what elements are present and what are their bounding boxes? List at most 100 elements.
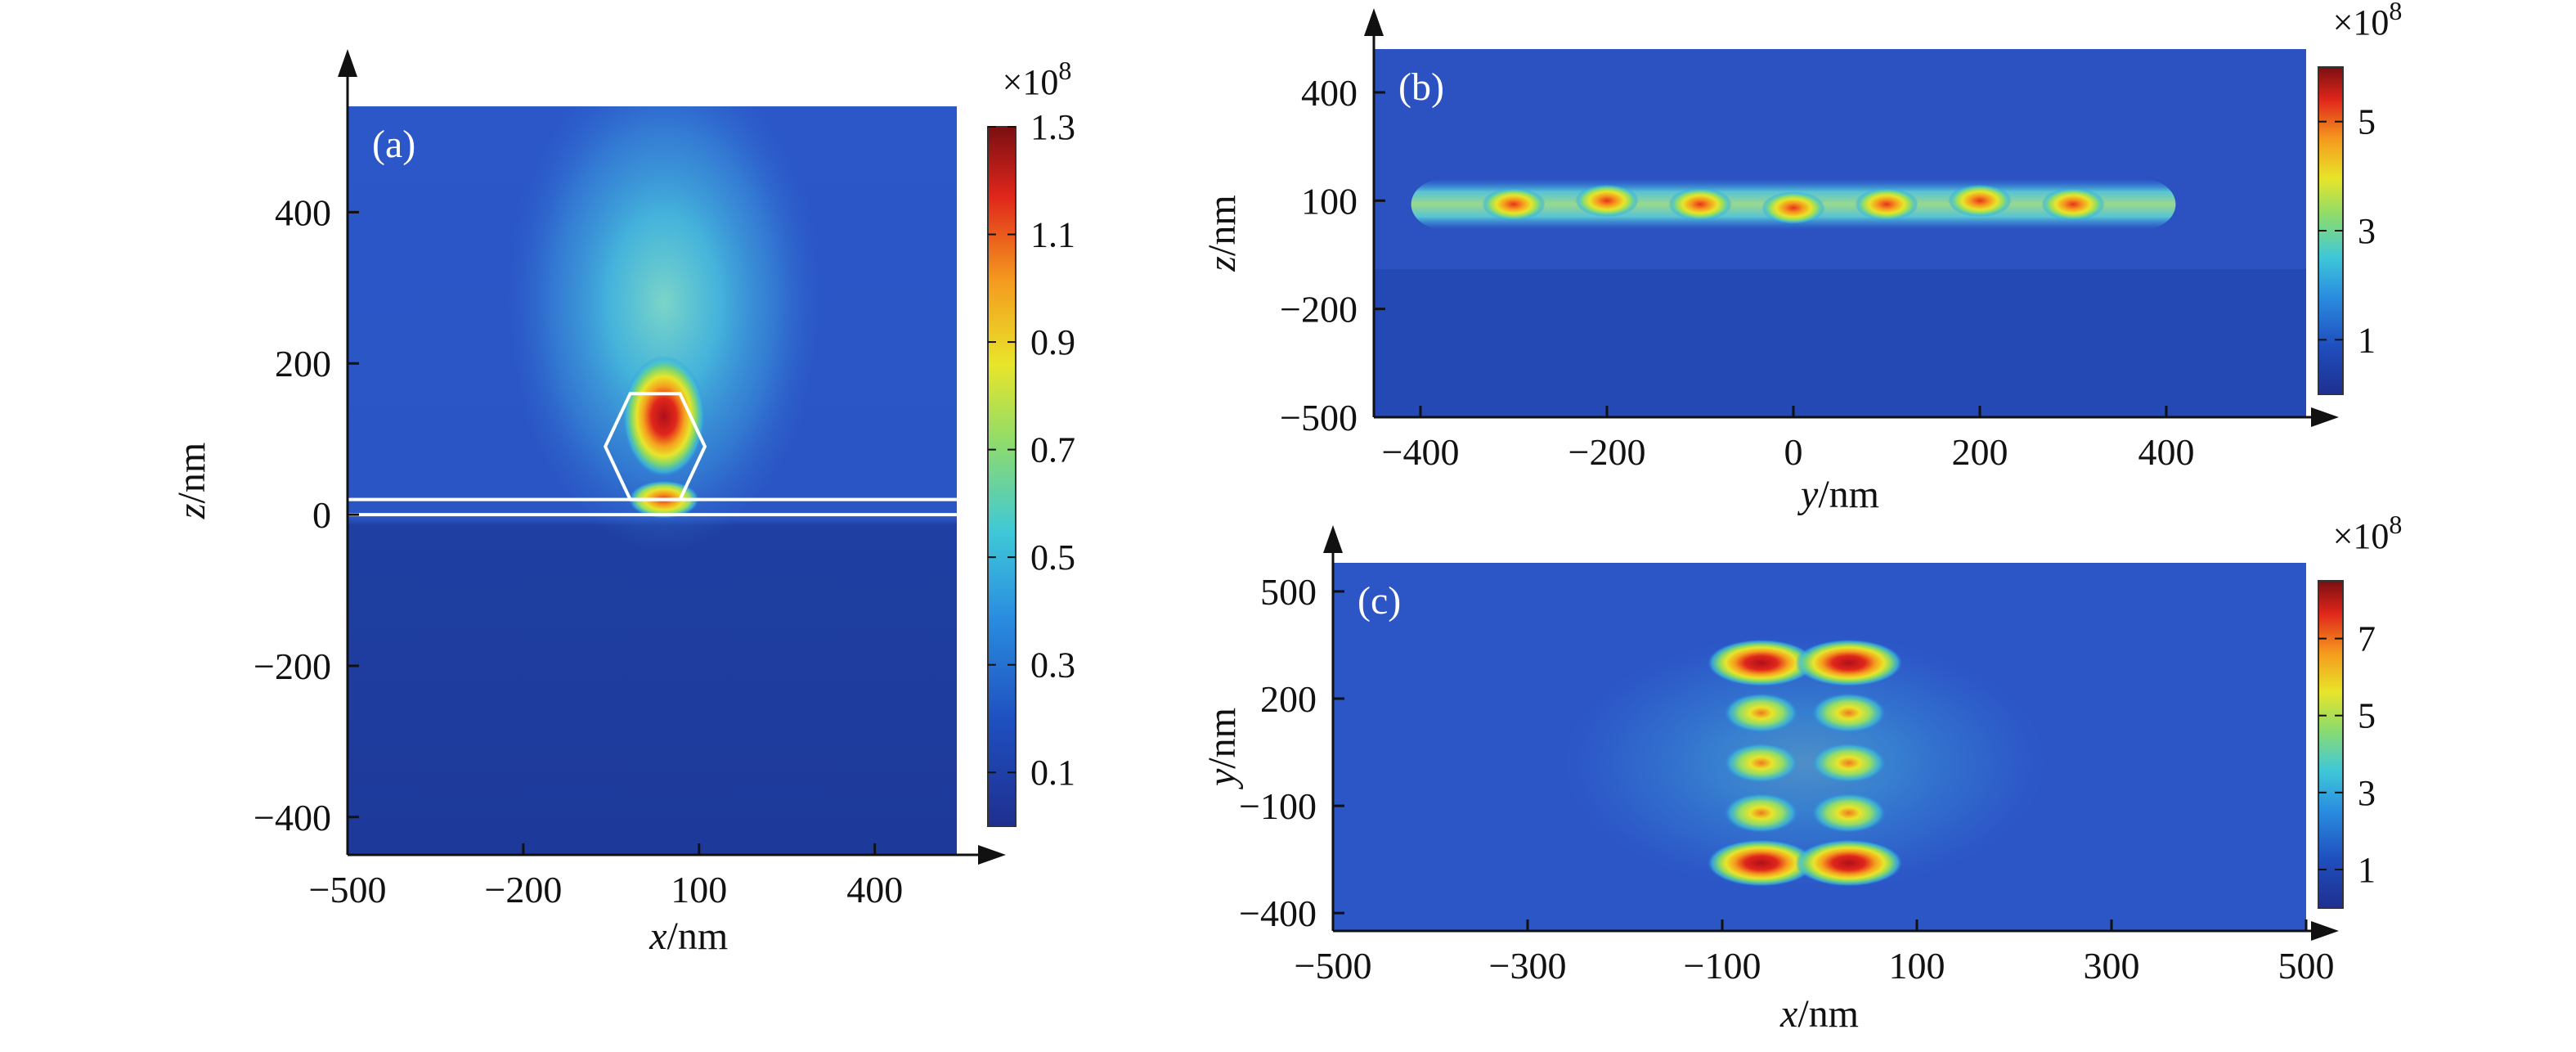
- x-tick-label: 100: [671, 869, 727, 910]
- y-axis-arrow: [338, 49, 357, 77]
- colorbar-tick-label: 0.1: [1030, 753, 1075, 793]
- x-axis-unit: /nm: [1797, 992, 1859, 1036]
- x-axis-title: x/nm: [648, 915, 728, 958]
- y-tick-label: −500: [1280, 397, 1358, 438]
- hotspot: [1724, 793, 1798, 833]
- colorbar-multiplier: ×108: [1003, 56, 1072, 102]
- heatmap-field: [1374, 49, 2306, 417]
- x-tick-label: 400: [2138, 431, 2195, 473]
- colorbar-tick-label: 5: [2358, 102, 2376, 142]
- hotspot: [2041, 187, 2105, 221]
- y-axis-variable: z: [170, 503, 213, 519]
- colorbar-tick-label: 1.1: [1030, 215, 1075, 255]
- y-axis-arrow: [1323, 525, 1343, 553]
- panel-label: (b): [1398, 65, 1444, 109]
- hotspot: [1761, 191, 1825, 224]
- panel-b: −400 −200 0 200 400400100−200−500(b)y/nmz/nm…: [1200, 0, 2402, 516]
- hotspot: [1855, 187, 1919, 221]
- colorbar-tick-label: 0.3: [1030, 645, 1075, 686]
- x-tick-label: 500: [2278, 945, 2335, 987]
- colorbar-tick-label: 1: [2358, 850, 2376, 890]
- colorbar-tick-label: 7: [2358, 619, 2376, 659]
- y-tick-label: 400: [1301, 72, 1358, 114]
- colorbar-tick-label: 1: [2358, 320, 2376, 360]
- hotspot: [1811, 693, 1886, 733]
- colorbar-multiplier-exponent: 8: [2389, 0, 2402, 25]
- y-axis-variable: z: [1200, 256, 1244, 272]
- colorbar: 1.3 1.1 0.9 0.7 0.5 0.3 0.1 ×108: [987, 56, 1075, 827]
- hotspot: [1668, 187, 1732, 221]
- x-axis-title: y/nm: [1797, 473, 1879, 516]
- y-tick-label: 0: [312, 494, 331, 536]
- colorbar-tick-label: 3: [2358, 773, 2376, 813]
- colorbar-multiplier-base: ×10: [2333, 516, 2390, 556]
- colorbar-gradient: [987, 126, 1016, 827]
- heatmap-field: [1333, 563, 2306, 931]
- field-glow: [1551, 627, 2058, 899]
- x-tick-label: 100: [1889, 945, 1945, 987]
- heatmap-field: [348, 106, 957, 855]
- colorbar-multiplier-exponent: 8: [1058, 56, 1071, 85]
- hotspot: [1948, 184, 2012, 218]
- x-axis-unit: /nm: [667, 915, 729, 958]
- y-axis-variable: y: [1200, 768, 1244, 790]
- x-axis-arrow: [2311, 407, 2339, 427]
- x-tick-label: 400: [846, 869, 903, 910]
- x-tick-label: 300: [2084, 945, 2140, 987]
- x-tick-label: −400: [1382, 431, 1460, 473]
- x-axis-arrow: [978, 845, 1006, 865]
- y-axis-unit: /nm: [1200, 195, 1244, 256]
- hotspot: [1708, 839, 1815, 887]
- x-tick-label: −200: [1568, 431, 1646, 473]
- hotspot: [1795, 639, 1903, 686]
- y-tick-label: −100: [1239, 785, 1317, 827]
- y-tick-label: −400: [254, 797, 331, 838]
- x-axis-variable: x: [648, 915, 666, 958]
- panel-label: (a): [372, 123, 415, 166]
- y-tick-label: 400: [275, 191, 331, 233]
- colorbar-multiplier-base: ×10: [2333, 2, 2390, 43]
- x-tick-label: 0: [1784, 431, 1803, 473]
- colorbar-tick-label: 0.9: [1030, 322, 1075, 362]
- x-axis-arrow: [2311, 921, 2339, 941]
- y-axis-arrow: [1364, 8, 1384, 36]
- y-axis-title: z/nm: [1200, 195, 1244, 272]
- lower-region: [1374, 269, 2306, 417]
- x-tick-label: 200: [1952, 431, 2008, 473]
- hotspot: [1811, 743, 1886, 783]
- y-tick-label: 500: [1260, 571, 1317, 613]
- x-axis-unit: /nm: [1818, 473, 1879, 516]
- colorbar-gradient: [2318, 580, 2344, 909]
- y-tick-label: −200: [254, 645, 331, 687]
- x-tick-label: −300: [1489, 945, 1567, 987]
- y-tick-label: 200: [1260, 678, 1317, 720]
- x-tick-label: −500: [309, 869, 387, 910]
- colorbar-tick-label: 1.3: [1030, 107, 1075, 147]
- y-axis-unit: /nm: [1200, 708, 1244, 769]
- panel-label: (c): [1358, 579, 1401, 623]
- x-axis-title: x/nm: [1779, 992, 1859, 1036]
- hotspot: [1811, 793, 1886, 833]
- colorbar-multiplier-base: ×10: [1003, 62, 1059, 102]
- y-tick-label: 100: [1301, 180, 1358, 222]
- colorbar: 7 5 3 1 ×108: [2318, 510, 2403, 909]
- field-glow: [505, 106, 823, 553]
- hotspot: [1708, 639, 1815, 686]
- hotspot: [1724, 693, 1798, 733]
- x-axis-variable: x: [1779, 992, 1797, 1036]
- y-tick-label: 200: [275, 343, 331, 384]
- y-axis-title: y/nm: [1200, 708, 1244, 790]
- hotspot: [1795, 839, 1903, 887]
- colorbar-multiplier: ×108: [2333, 510, 2403, 556]
- x-tick-label: −500: [1295, 945, 1372, 987]
- y-axis-title: z/nm: [170, 443, 213, 519]
- panel-a: −500 −200 100 400 400 200 0 −200 −400 (a) x/nm z/nm…: [170, 49, 1075, 958]
- panel-c: −500 −300 −100 100 300 500500200−100−400(c)x/…: [1200, 510, 2402, 1036]
- particle-outline: [603, 392, 707, 501]
- panels: −500 −200 100 4004002000−200−400(a)x/nmz/nm…: [170, 0, 2402, 1036]
- colorbar-multiplier-exponent: 8: [2389, 510, 2402, 539]
- x-tick-label: −200: [484, 869, 562, 910]
- colorbar: 5 3 1 ×108: [2318, 0, 2402, 395]
